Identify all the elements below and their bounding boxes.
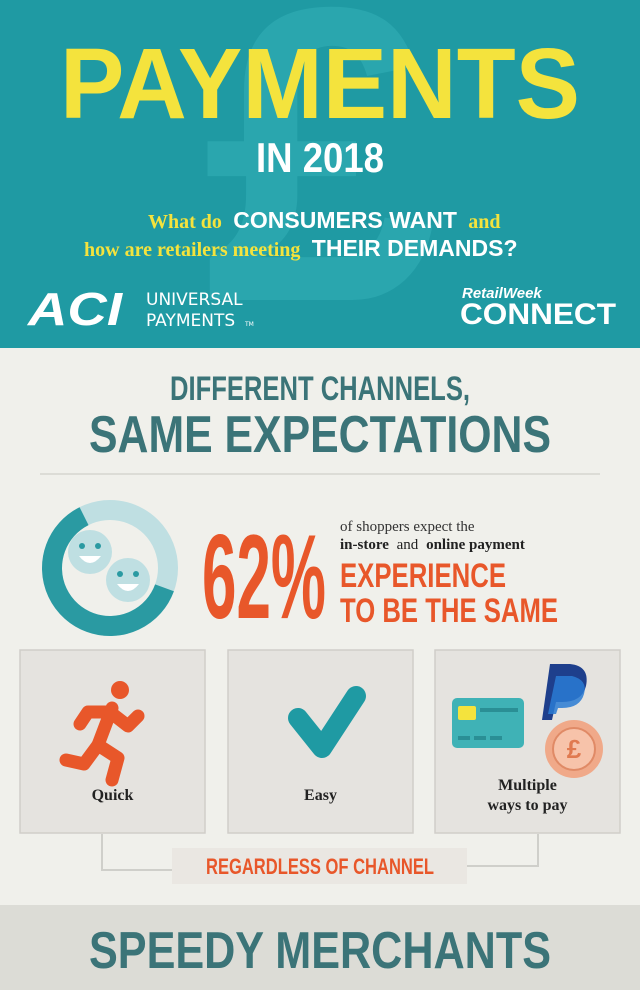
runner-icon xyxy=(59,681,145,787)
stat-number: 62% xyxy=(202,510,326,644)
title: PAYMENTS xyxy=(60,28,580,140)
question-line: What do CONSUMERS WANT and xyxy=(148,207,501,233)
check-icon xyxy=(288,686,366,758)
card-label: Quick xyxy=(92,787,134,804)
smileys xyxy=(68,530,150,602)
header-bg xyxy=(0,0,640,348)
card-label: Multiple xyxy=(498,777,557,794)
statement-emph: in-store xyxy=(340,537,389,553)
section-title: DIFFERENT CHANNELS, xyxy=(170,370,470,408)
coin-symbol: £ xyxy=(567,734,582,764)
question-line: how are retailers meeting THEIR DEMANDS? xyxy=(84,235,518,261)
subtitle: IN 2018 xyxy=(256,134,384,181)
section-title: SAME EXPECTATIONS xyxy=(89,406,551,464)
channel-note-box xyxy=(172,848,467,884)
aci-line: PAYMENTS xyxy=(146,311,235,331)
card-label: ways to pay xyxy=(487,797,567,814)
aci-tm: TM xyxy=(244,321,254,328)
question-emph: CONSUMERS WANT xyxy=(233,207,457,233)
payment-icons: £ xyxy=(452,664,603,778)
card-label: Easy xyxy=(304,787,337,804)
statement-text: and xyxy=(397,537,419,553)
statement-big: TO BE THE SAME xyxy=(340,592,558,630)
connect-logo: CONNECT xyxy=(460,298,616,331)
statement-big: EXPERIENCE xyxy=(340,557,506,595)
donut-arc xyxy=(42,500,178,636)
question-emph: THEIR DEMANDS? xyxy=(312,235,518,261)
statement-text: in-store and online payment xyxy=(340,537,525,553)
question-text: how are retailers meeting xyxy=(84,239,300,261)
channel-note: REGARDLESS OF CHANNEL xyxy=(206,854,434,879)
statement-emph: online payment xyxy=(426,537,525,553)
question-text: and xyxy=(468,211,500,233)
card xyxy=(19,649,206,834)
question-text: What do xyxy=(148,211,222,233)
retailweek-logo: RetailWeek xyxy=(462,285,542,302)
aci-line: UNIVERSAL xyxy=(146,290,243,310)
bg-pound: £ xyxy=(203,0,437,390)
next-section-title: SPEEDY MERCHANTS xyxy=(89,922,551,980)
next-section-bg xyxy=(0,905,640,990)
statement-text: of shoppers expect the xyxy=(340,519,475,535)
donut xyxy=(42,500,178,636)
connector xyxy=(101,834,539,871)
aci-logo: ACI xyxy=(27,283,124,335)
